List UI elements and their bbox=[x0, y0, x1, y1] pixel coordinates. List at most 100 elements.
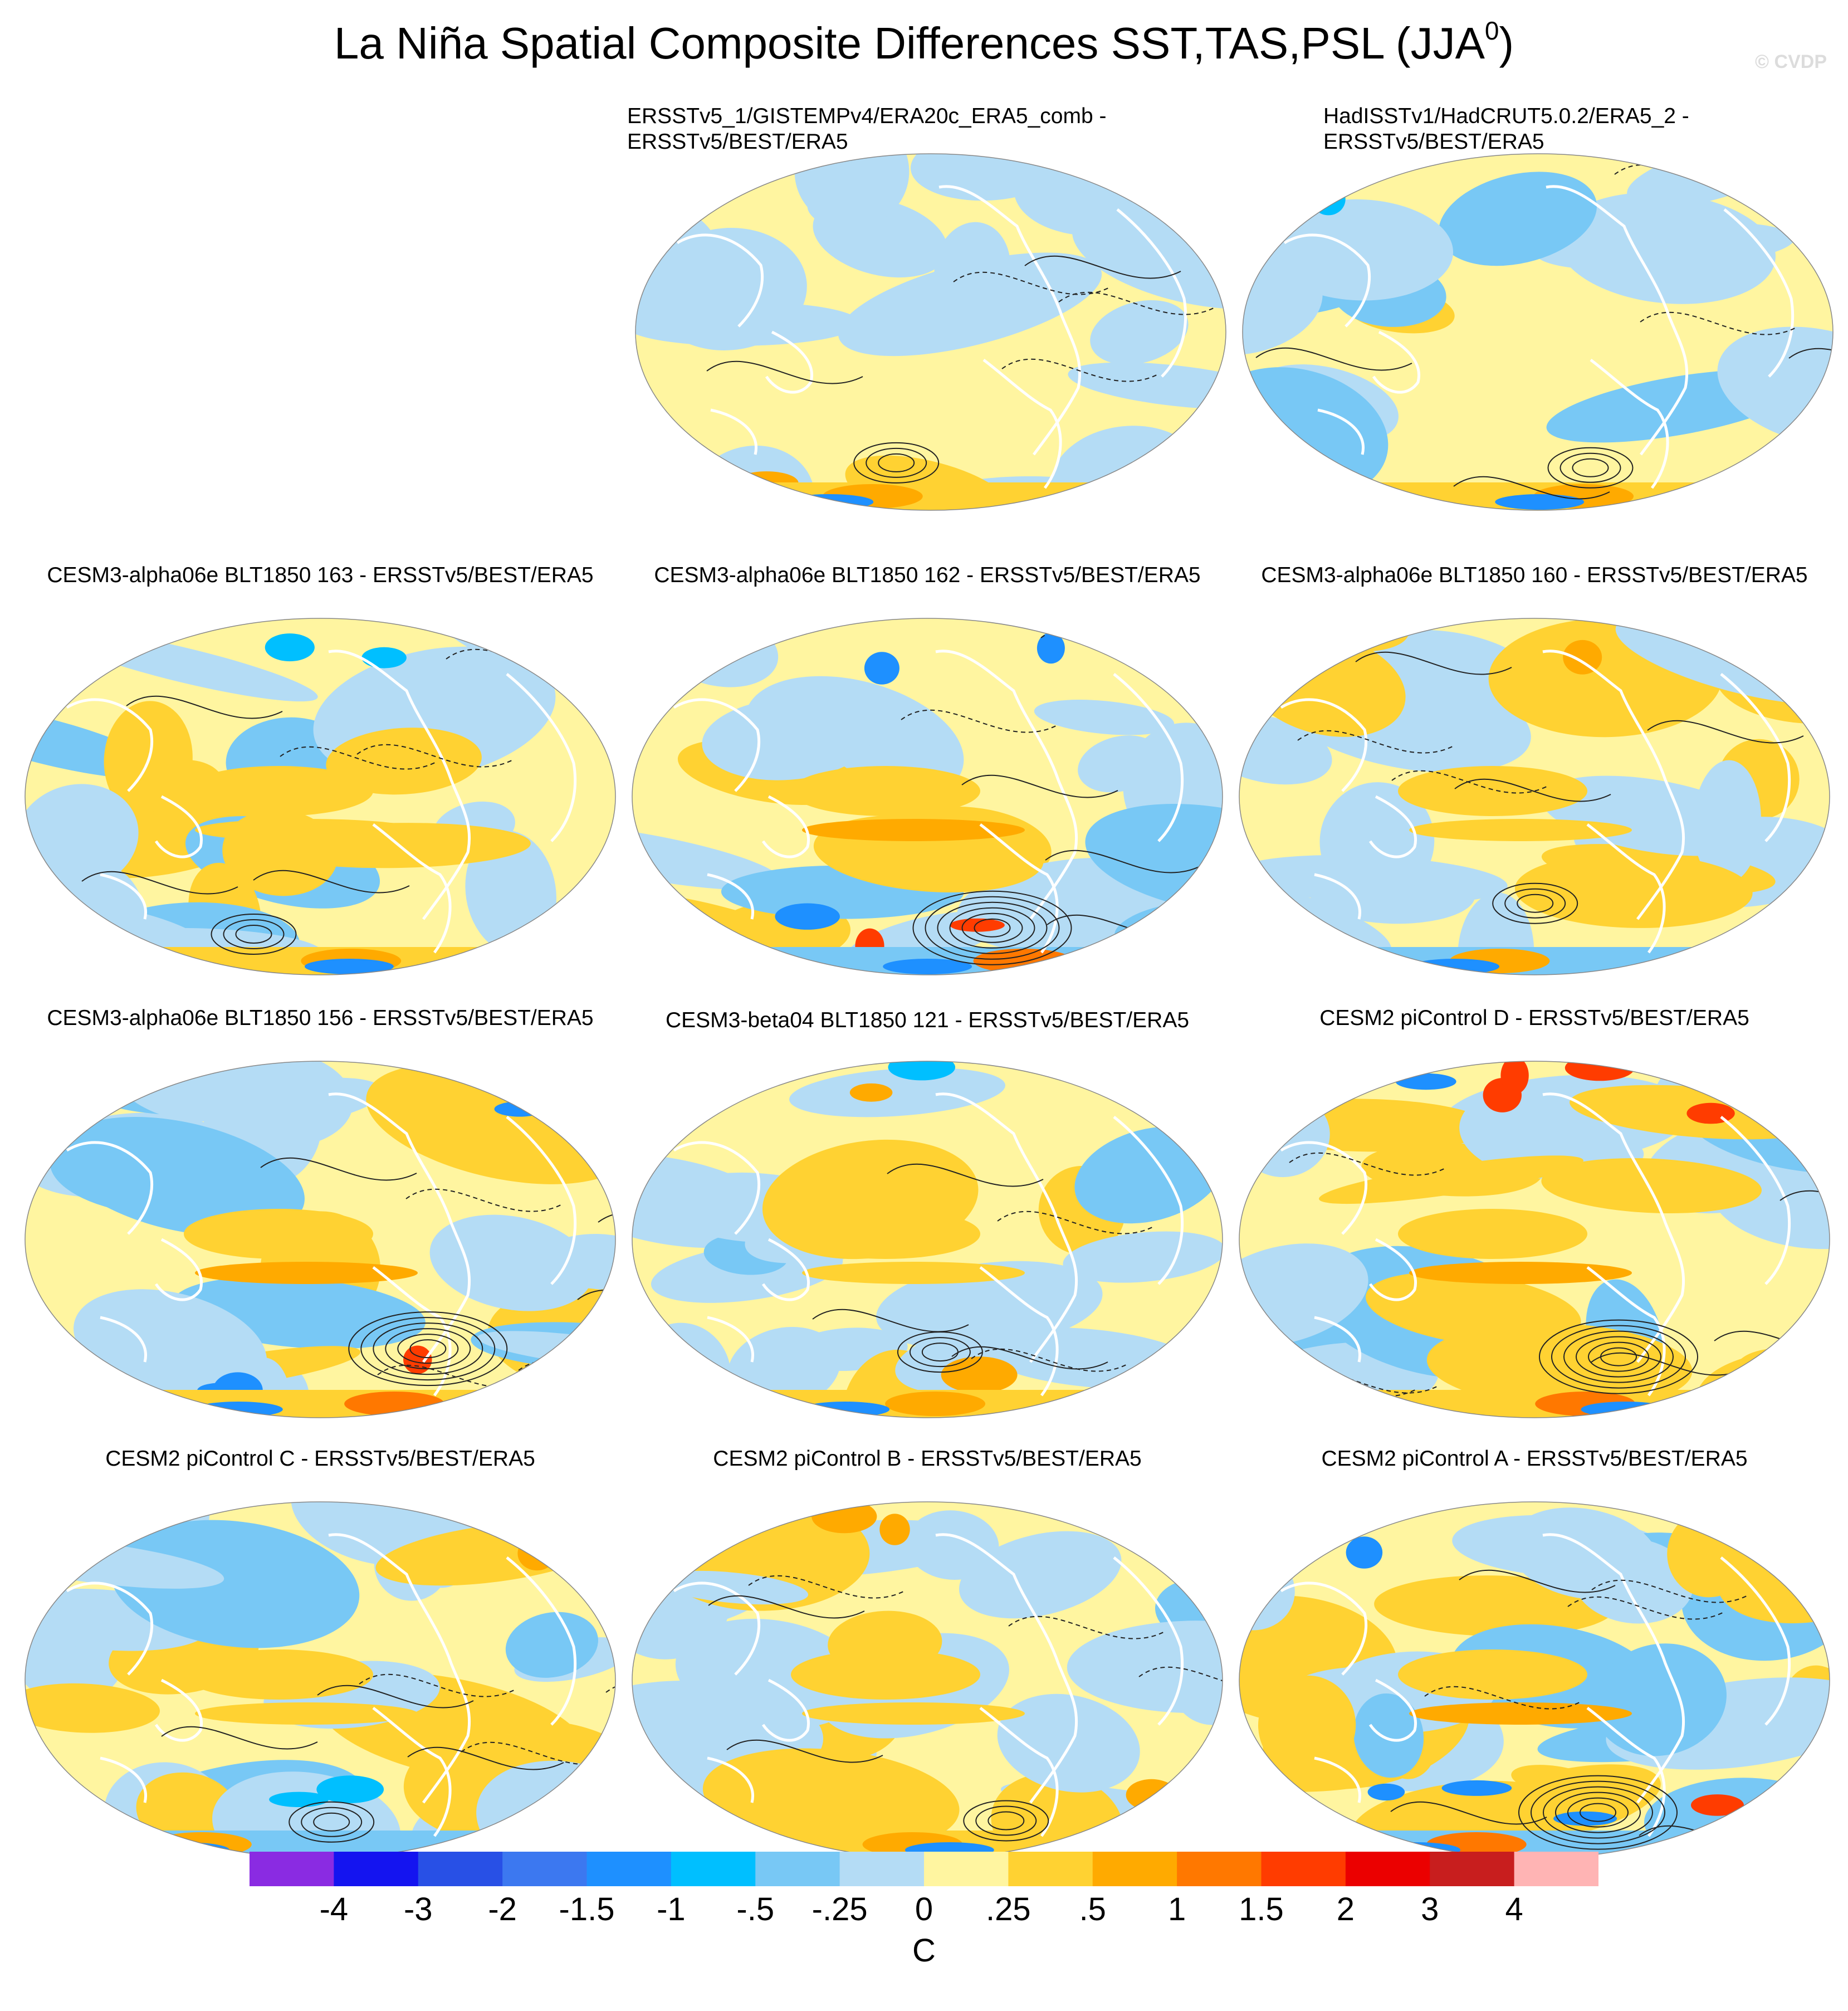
robinson-map bbox=[632, 1501, 1223, 1859]
colorbar-swatch bbox=[1092, 1852, 1177, 1886]
coastline bbox=[1590, 359, 1669, 489]
panel-title: CESM3-alpha06e BLT1850 162 - ERSSTv5/BES… bbox=[654, 563, 1201, 587]
coastline bbox=[935, 1092, 1078, 1363]
map-field bbox=[25, 1502, 615, 1858]
colorbar-swatch bbox=[1261, 1852, 1346, 1886]
psl-contour bbox=[1543, 1786, 1653, 1839]
colorbar-swatch bbox=[839, 1852, 925, 1886]
coastline bbox=[1542, 1533, 1685, 1804]
coastline bbox=[1314, 1316, 1361, 1363]
psl-contour bbox=[961, 774, 1118, 798]
psl-contour bbox=[1788, 348, 1833, 372]
psl-contour bbox=[301, 1807, 363, 1837]
map-panel-cesm2-a: CESM2 piControl A - ERSSTv5/BEST/ERA5 bbox=[1231, 1446, 1838, 1886]
psl-contour bbox=[385, 1328, 471, 1370]
map-panel-cesm2-c: CESM2 piControl C - ERSSTv5/BEST/ERA5 bbox=[17, 1446, 624, 1886]
robinson-map bbox=[632, 1061, 1223, 1418]
psl-contour bbox=[1454, 778, 1611, 802]
map-field bbox=[25, 618, 615, 975]
coastline bbox=[1586, 1266, 1666, 1397]
psl-contour bbox=[1647, 720, 1804, 744]
psl-contour bbox=[1590, 1352, 1747, 1376]
colorbar-swatch bbox=[334, 1852, 419, 1886]
colorbar bbox=[250, 1852, 1598, 1886]
panel-title: CESM3-alpha06e BLT1850 160 - ERSSTv5/BES… bbox=[1261, 563, 1808, 587]
coastline bbox=[761, 1678, 810, 1742]
coastline bbox=[1720, 1116, 1791, 1285]
psl-contour bbox=[963, 1800, 1049, 1842]
psl-contour bbox=[1165, 446, 1226, 470]
figure-title: La Niña Spatial Composite Differences SS… bbox=[0, 16, 1848, 71]
panel-title: CESM3-beta04 BLT1850 121 - ERSSTv5/BEST/… bbox=[665, 1008, 1190, 1032]
map-border bbox=[632, 618, 1223, 975]
figure-title-close: ) bbox=[1499, 18, 1514, 68]
psl-contour bbox=[161, 1726, 318, 1750]
psl-contour bbox=[1539, 1319, 1698, 1394]
coastline bbox=[328, 650, 471, 920]
coastline bbox=[1317, 408, 1365, 455]
colorbar-swatch bbox=[586, 1852, 672, 1886]
map-panel-obs-2: HadISSTv1/HadCRUT5.0.2/ERA5_2 - ERSSTv5/… bbox=[1234, 98, 1841, 538]
psl-contour bbox=[1504, 888, 1566, 919]
psl-contour bbox=[708, 1595, 865, 1619]
panel-title-line1: HadISSTv1/HadCRUT5.0.2/ERA5_2 - bbox=[1323, 104, 1689, 128]
coastline bbox=[673, 1582, 761, 1676]
coastline bbox=[935, 650, 1078, 920]
psl-contour bbox=[126, 695, 283, 719]
coastline bbox=[100, 1316, 147, 1363]
coastline bbox=[1368, 1238, 1417, 1301]
coastline bbox=[935, 1533, 1078, 1804]
robinson-map bbox=[1242, 153, 1834, 511]
robinson-map bbox=[635, 153, 1226, 511]
psl-contour bbox=[975, 1805, 1037, 1836]
map-field bbox=[632, 1502, 1223, 1858]
psl-contour bbox=[407, 1746, 564, 1770]
psl-contour bbox=[313, 1812, 350, 1832]
colorbar-tick-label: 2 bbox=[1336, 1891, 1355, 1927]
psl-contour bbox=[1453, 476, 1610, 500]
colorbar-swatch bbox=[1177, 1852, 1262, 1886]
colorbar-tick-label: -.25 bbox=[811, 1891, 868, 1927]
map-panel-cesm3-156: CESM3-alpha06e BLT1850 156 - ERSSTv5/BES… bbox=[17, 1006, 624, 1446]
coastline bbox=[982, 359, 1062, 489]
psl-contour bbox=[1588, 1341, 1649, 1372]
map-border bbox=[1239, 618, 1830, 975]
coastline bbox=[100, 873, 147, 920]
psl-contour bbox=[1024, 255, 1181, 279]
coastline bbox=[372, 823, 452, 954]
psl-contour bbox=[1216, 726, 1223, 750]
psl-contour bbox=[373, 1322, 483, 1375]
map-border bbox=[635, 153, 1226, 511]
psl-contour bbox=[1563, 1330, 1674, 1383]
psl-contour bbox=[1121, 1075, 1223, 1099]
colorbar-tick-label: -2 bbox=[488, 1891, 517, 1927]
map-panel-obs-1: ERSSTv5_1/GISTEMPv4/ERA20c_ERA5_comb - E… bbox=[627, 98, 1234, 538]
psl-contour bbox=[1492, 882, 1578, 924]
coastline bbox=[710, 408, 757, 455]
coastline bbox=[1113, 1556, 1184, 1726]
colorbar-tick-label: -4 bbox=[319, 1891, 349, 1927]
coastline bbox=[1542, 1092, 1685, 1363]
psl-contour bbox=[577, 1289, 615, 1313]
panel-title-line1: ERSSTv5_1/GISTEMPv4/ERA20c_ERA5_comb - bbox=[627, 104, 1107, 128]
psl-contour bbox=[961, 912, 1023, 943]
psl-contour bbox=[397, 1334, 459, 1364]
psl-contour bbox=[409, 1339, 447, 1359]
robinson-map bbox=[25, 618, 616, 975]
coastline bbox=[761, 795, 810, 858]
colorbar-tick-label: 4 bbox=[1505, 1891, 1523, 1927]
psl-contour bbox=[812, 1309, 969, 1332]
map-panel-cesm3-160: CESM3-alpha06e BLT1850 160 - ERSSTv5/BES… bbox=[1231, 563, 1838, 1003]
map-panel-cesm2-b: CESM2 piControl B - ERSSTv5/BEST/ERA5 bbox=[624, 1446, 1231, 1886]
colorbar-swatch bbox=[924, 1852, 1009, 1886]
panel-title: CESM2 piControl B - ERSSTv5/BEST/ERA5 bbox=[713, 1447, 1142, 1471]
coastline bbox=[1280, 1582, 1368, 1676]
map-field bbox=[635, 154, 1226, 510]
colorbar-swatch bbox=[671, 1852, 756, 1886]
panel-title: CESM2 piControl A - ERSSTv5/BEST/ERA5 bbox=[1321, 1447, 1748, 1471]
coastline bbox=[1280, 1141, 1368, 1235]
psl-contour bbox=[949, 907, 1035, 949]
coastline bbox=[938, 185, 1082, 456]
psl-contour bbox=[1045, 850, 1202, 873]
coastline bbox=[1368, 1678, 1417, 1742]
